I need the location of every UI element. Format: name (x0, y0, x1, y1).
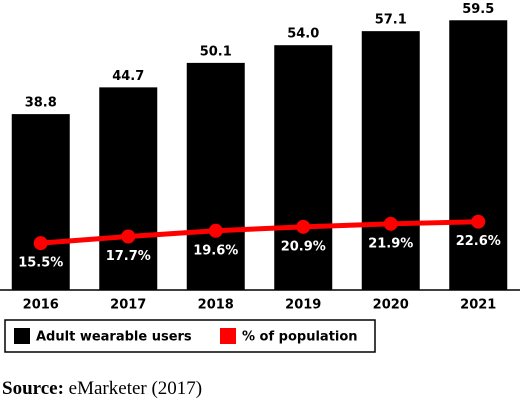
bar (186, 62, 245, 290)
legend-label: % of population (242, 330, 358, 345)
x-tick-label: 2020 (373, 298, 409, 313)
bar-value-label: 38.8 (25, 96, 57, 111)
x-tick-label: 2021 (460, 298, 496, 313)
legend-swatch (220, 328, 236, 344)
line-value-label: 17.7% (106, 249, 151, 264)
line-marker (121, 229, 136, 244)
bar-value-label: 57.1 (375, 13, 407, 28)
source: Source: eMarketer (2017) (2, 378, 202, 399)
line-value-label: 15.5% (18, 256, 63, 271)
line (40, 219, 479, 246)
line-marker (383, 216, 398, 231)
line-value-label: 21.9% (368, 236, 413, 251)
source-text: eMarketer (2017) (69, 378, 202, 399)
line-marker (33, 236, 48, 251)
line-value-label: 19.6% (193, 243, 238, 258)
legend-label: Adult wearable users (36, 330, 192, 345)
legend-box (4, 319, 376, 353)
bar (11, 114, 70, 291)
bar (99, 87, 158, 290)
line-marker (208, 223, 223, 238)
line-value-label: 20.9% (281, 239, 326, 254)
bar (361, 31, 420, 290)
legend-swatch (14, 328, 30, 344)
bar-value-label: 50.1 (200, 44, 232, 59)
line-marker (471, 214, 486, 229)
bar-value-label: 44.7 (112, 69, 144, 84)
bar-value-label: 59.5 (462, 2, 494, 17)
x-tick-label: 2017 (110, 298, 146, 313)
x-tick-label: 2019 (285, 298, 321, 313)
line-value-label: 22.6% (456, 234, 501, 249)
x-tick-label: 2016 (23, 298, 59, 313)
x-tick-label: 2018 (198, 298, 234, 313)
source-label: Source: (2, 378, 64, 399)
bar (449, 20, 508, 291)
line-marker (296, 219, 311, 234)
bar (274, 45, 333, 291)
bar-value-label: 54.0 (287, 27, 319, 42)
